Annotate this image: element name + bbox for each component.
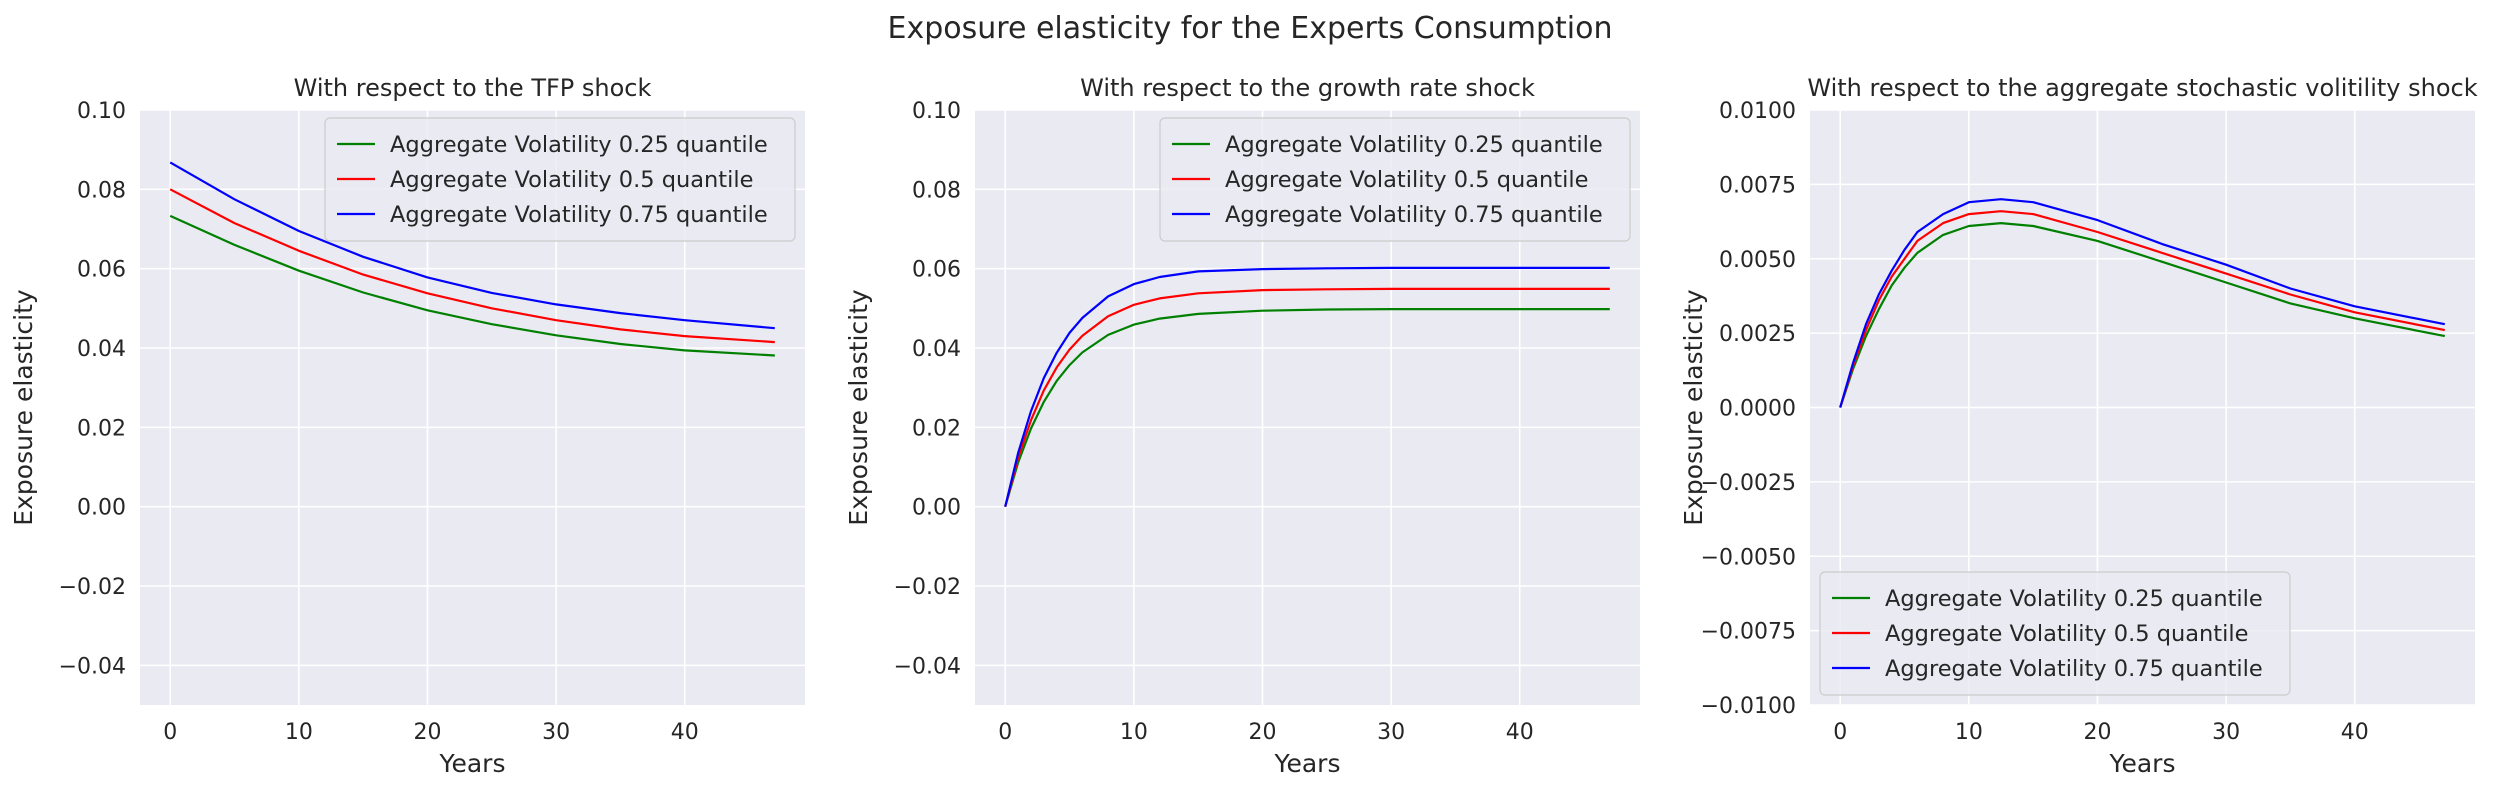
chart-3-legend-label: Aggregate Volatility 0.75 quantile bbox=[1885, 656, 2263, 682]
chart-3-legend-box bbox=[1819, 571, 2291, 696]
chart-2-series-line-1 bbox=[1004, 308, 1610, 508]
chart-1-legend-label: Aggregate Volatility 0.25 quantile bbox=[390, 132, 768, 158]
chart-2-y-tick-label: 0.00 bbox=[912, 496, 961, 521]
chart-3-x-axis-label: Years bbox=[2109, 749, 2176, 778]
chart-2-y-tick-label: −0.04 bbox=[894, 654, 961, 679]
chart-1-legend: Aggregate Volatility 0.25 quantile Aggreg… bbox=[324, 117, 796, 242]
chart-2: 0 10 20 30 40 −0.04 −0.02 0.00 0.02 0.04 0.06 0.08 0… bbox=[844, 74, 1640, 778]
chart-1-y-tick-label: 0.06 bbox=[77, 258, 126, 283]
chart-2-x-tick-label: 40 bbox=[1506, 720, 1534, 745]
chart-2-x-tick-label: 0 bbox=[998, 720, 1012, 745]
chart-3-y-tick-label: −0.0025 bbox=[1701, 471, 1796, 496]
chart-3-y-tick-label: 0.0100 bbox=[1719, 99, 1796, 124]
chart-1-y-tick-label: −0.04 bbox=[59, 654, 126, 679]
chart-3-x-tick-label: 0 bbox=[1833, 720, 1847, 745]
chart-2-title: With respect to the growth rate shock bbox=[1080, 74, 1535, 102]
chart-1-title: With respect to the TFP shock bbox=[294, 74, 652, 102]
chart-3-title: With respect to the aggregate stochastic… bbox=[1807, 74, 2477, 102]
chart-2-x-tick-label: 20 bbox=[1248, 720, 1276, 745]
chart-2-y-tick-label: 0.08 bbox=[912, 178, 961, 203]
chart-3-x-tick-label: 10 bbox=[1955, 720, 1983, 745]
chart-1-legend-label: Aggregate Volatility 0.75 quantile bbox=[390, 202, 768, 228]
chart-2-y-tick-label: 0.02 bbox=[912, 416, 961, 441]
chart-1-x-axis-label: Years bbox=[439, 749, 506, 778]
chart-1-y-tick-label: 0.00 bbox=[77, 496, 126, 521]
chart-3-x-tick-label: 30 bbox=[2212, 720, 2240, 745]
chart-2-x-tick-label: 10 bbox=[1120, 720, 1148, 745]
chart-1-y-axis-label: Exposure elasticity bbox=[9, 289, 38, 526]
chart-2-y-tick-label: −0.02 bbox=[894, 575, 961, 600]
chart-1-series-line-1 bbox=[169, 214, 775, 357]
chart-3-y-axis-label: Exposure elasticity bbox=[1679, 289, 1708, 526]
chart-3-y-tick-label: 0.0075 bbox=[1719, 173, 1796, 198]
chart-2-y-axis-label: Exposure elasticity bbox=[844, 289, 873, 526]
chart-3-x-tick-label: 40 bbox=[2341, 720, 2369, 745]
chart-2-legend-label: Aggregate Volatility 0.25 quantile bbox=[1225, 132, 1603, 158]
chart-1-x-tick-label: 30 bbox=[542, 720, 570, 745]
chart-3-y-tick-label: 0.0000 bbox=[1719, 397, 1796, 422]
figure-title: Exposure elasticity for the Experts Cons… bbox=[888, 11, 1613, 46]
chart-1-y-tick-label: −0.02 bbox=[59, 575, 126, 600]
chart-3-legend-label: Aggregate Volatility 0.5 quantile bbox=[1885, 621, 2248, 647]
chart-2-x-tick-label: 30 bbox=[1377, 720, 1405, 745]
chart-3: 0 10 20 30 40 −0.0100 −0.0075 −0.0050 −0.0025 0.0… bbox=[1679, 74, 2478, 778]
chart-2-legend-label: Aggregate Volatility 0.5 quantile bbox=[1225, 167, 1588, 193]
chart-1-y-tick-label: 0.08 bbox=[77, 178, 126, 203]
chart-3-y-tick-label: −0.0050 bbox=[1701, 545, 1796, 570]
chart-1-y-tick-label: 0.04 bbox=[77, 337, 126, 362]
chart-3-series-line-3 bbox=[1839, 198, 2446, 408]
chart-2-y-tick-label: 0.04 bbox=[912, 337, 961, 362]
chart-3-y-tick-label: −0.0075 bbox=[1701, 620, 1796, 645]
chart-2-series-line-3 bbox=[1004, 266, 1610, 507]
chart-2-y-tick-label: 0.06 bbox=[912, 258, 961, 283]
chart-1-y-tick-label: 0.10 bbox=[77, 99, 126, 124]
chart-1-x-tick-label: 0 bbox=[163, 720, 177, 745]
chart-3-series-line-2 bbox=[1839, 210, 2446, 408]
chart-1: 0 10 20 30 40 −0.04 −0.02 0.00 0.02 0.04 0.06 0.08 0… bbox=[9, 74, 805, 778]
chart-2-y-tick-label: 0.10 bbox=[912, 99, 961, 124]
chart-1-x-tick-label: 20 bbox=[413, 720, 441, 745]
chart-3-legend: Aggregate Volatility 0.25 quantile Aggreg… bbox=[1819, 571, 2291, 696]
chart-1-x-tick-label: 10 bbox=[285, 720, 313, 745]
chart-1-series-line-2 bbox=[169, 188, 775, 344]
chart-1-series-line-3 bbox=[169, 161, 775, 330]
chart-2-x-axis-label: Years bbox=[1274, 749, 1341, 778]
chart-3-legend-label: Aggregate Volatility 0.25 quantile bbox=[1885, 586, 2263, 612]
chart-2-legend-box bbox=[1159, 117, 1631, 242]
chart-2-legend-label: Aggregate Volatility 0.75 quantile bbox=[1225, 202, 1603, 228]
chart-3-series-line-1 bbox=[1839, 222, 2446, 408]
chart-1-y-tick-label: 0.02 bbox=[77, 416, 126, 441]
chart-2-series-line-2 bbox=[1004, 287, 1610, 507]
chart-2-legend: Aggregate Volatility 0.25 quantile Aggreg… bbox=[1159, 117, 1631, 242]
chart-1-legend-box bbox=[324, 117, 796, 242]
chart-3-x-tick-label: 20 bbox=[2083, 720, 2111, 745]
chart-3-y-tick-label: 0.0050 bbox=[1719, 248, 1796, 273]
chart-1-x-tick-label: 40 bbox=[671, 720, 699, 745]
chart-1-legend-label: Aggregate Volatility 0.5 quantile bbox=[390, 167, 753, 193]
chart-3-y-tick-label: −0.0100 bbox=[1701, 694, 1796, 719]
chart-3-y-tick-label: 0.0025 bbox=[1719, 322, 1796, 347]
